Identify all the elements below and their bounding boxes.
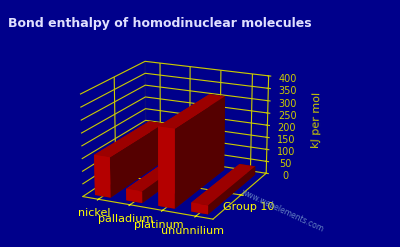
Text: Bond enthalpy of homodinuclear molecules: Bond enthalpy of homodinuclear molecules: [8, 17, 312, 30]
Text: www.webelements.com: www.webelements.com: [240, 188, 326, 234]
